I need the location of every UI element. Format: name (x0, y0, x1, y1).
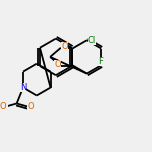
Text: F: F (98, 57, 103, 66)
Text: N: N (20, 83, 26, 92)
Text: O: O (0, 102, 6, 111)
Text: O: O (27, 102, 34, 111)
Text: O: O (61, 42, 68, 51)
Text: Cl: Cl (88, 36, 96, 45)
Text: O: O (54, 60, 61, 69)
